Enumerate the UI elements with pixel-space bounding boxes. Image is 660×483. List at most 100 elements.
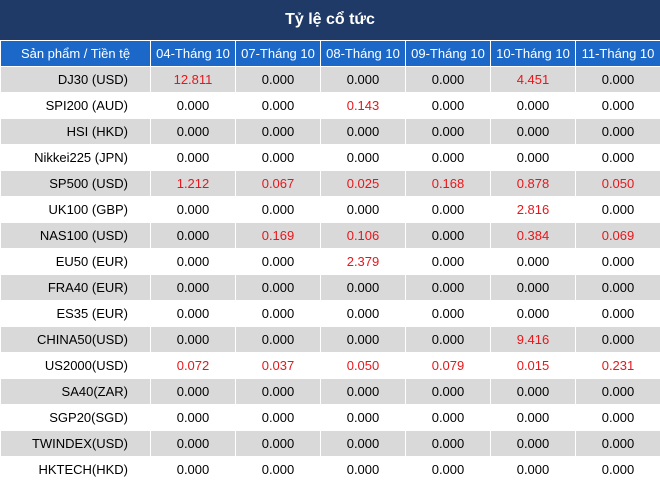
dividend-value-cell: 0.000 bbox=[235, 92, 321, 119]
dividend-value-cell: 0.000 bbox=[150, 222, 236, 249]
dividend-value-cell: 0.072 bbox=[150, 352, 236, 379]
dividend-value-cell: 0.037 bbox=[235, 352, 321, 379]
dividend-value-cell: 0.000 bbox=[320, 430, 406, 457]
dividend-value-cell: 0.069 bbox=[575, 222, 660, 249]
product-cell: SP500 (USD) bbox=[0, 170, 151, 197]
product-cell: FRA40 (EUR) bbox=[0, 274, 151, 301]
table-body: DJ30 (USD) 12.811 0.000 0.000 0.000 4.451 0.00… bbox=[0, 66, 660, 483]
dividend-value-cell: 0.000 bbox=[320, 300, 406, 327]
dividend-value-cell: 0.000 bbox=[575, 404, 660, 431]
dividend-value-cell: 0.000 bbox=[490, 430, 576, 457]
dividend-value-cell: 0.000 bbox=[235, 248, 321, 275]
table-row: FRA40 (EUR) 0.000 0.000 0.000 0.000 0.000 0.00… bbox=[0, 274, 660, 301]
dividend-value-cell: 0.000 bbox=[405, 404, 491, 431]
table-row: ES35 (EUR) 0.000 0.000 0.000 0.000 0.000 0.000 bbox=[0, 300, 660, 327]
dividend-value-cell: 0.000 bbox=[235, 326, 321, 353]
dividend-value-cell: 0.000 bbox=[320, 326, 406, 353]
dividend-value-cell: 0.878 bbox=[490, 170, 576, 197]
dividend-value-cell: 0.025 bbox=[320, 170, 406, 197]
dividend-value-cell: 0.000 bbox=[575, 248, 660, 275]
product-cell: DJ30 (USD) bbox=[0, 66, 151, 93]
dividend-value-cell: 0.000 bbox=[490, 92, 576, 119]
product-cell: HKTECH(HKD) bbox=[0, 456, 151, 483]
product-cell: TWINDEX(USD) bbox=[0, 430, 151, 457]
dividend-value-cell: 0.000 bbox=[575, 274, 660, 301]
dividend-value-cell: 0.169 bbox=[235, 222, 321, 249]
dividend-value-cell: 0.000 bbox=[235, 378, 321, 405]
dividend-value-cell: 0.000 bbox=[150, 430, 236, 457]
column-header-date: 08-Tháng 10 bbox=[320, 40, 406, 67]
dividend-value-cell: 0.000 bbox=[235, 66, 321, 93]
dividend-value-cell: 0.000 bbox=[150, 378, 236, 405]
dividend-value-cell: 0.000 bbox=[490, 118, 576, 145]
dividend-value-cell: 0.000 bbox=[490, 378, 576, 405]
dividend-value-cell: 0.000 bbox=[320, 66, 406, 93]
dividend-value-cell: 0.000 bbox=[405, 456, 491, 483]
table-row: SP500 (USD) 1.212 0.067 0.025 0.168 0.878 0.05… bbox=[0, 170, 660, 197]
table-row: HSI (HKD) 0.000 0.000 0.000 0.000 0.000 0.000 bbox=[0, 118, 660, 145]
dividend-value-cell: 0.000 bbox=[405, 66, 491, 93]
dividend-value-cell: 0.106 bbox=[320, 222, 406, 249]
product-cell: US2000(USD) bbox=[0, 352, 151, 379]
dividend-value-cell: 0.000 bbox=[405, 92, 491, 119]
table-row: US2000(USD) 0.072 0.037 0.050 0.079 0.015 0.23… bbox=[0, 352, 660, 379]
dividend-value-cell: 0.000 bbox=[490, 404, 576, 431]
dividend-value-cell: 0.000 bbox=[575, 326, 660, 353]
dividend-value-cell: 0.000 bbox=[490, 300, 576, 327]
dividend-value-cell: 0.000 bbox=[405, 274, 491, 301]
table-row: TWINDEX(USD) 0.000 0.000 0.000 0.000 0.000 0.0… bbox=[0, 430, 660, 457]
header-row: Sản phẩm / Tiền tệ 04-Tháng 10 07-Tháng … bbox=[0, 40, 660, 67]
product-cell: SGP20(SGD) bbox=[0, 404, 151, 431]
dividend-value-cell: 0.000 bbox=[405, 326, 491, 353]
dividend-value-cell: 0.000 bbox=[150, 92, 236, 119]
column-header-date: 11-Tháng 10 bbox=[575, 40, 660, 67]
dividend-value-cell: 0.000 bbox=[235, 430, 321, 457]
dividend-value-cell: 0.000 bbox=[150, 404, 236, 431]
dividend-value-cell: 0.000 bbox=[320, 144, 406, 171]
dividend-value-cell: 12.811 bbox=[150, 66, 236, 93]
column-header-date: 10-Tháng 10 bbox=[490, 40, 576, 67]
dividend-value-cell: 0.000 bbox=[320, 118, 406, 145]
dividend-value-cell: 0.000 bbox=[575, 300, 660, 327]
table-row: SPI200 (AUD) 0.000 0.000 0.143 0.000 0.000 0.0… bbox=[0, 92, 660, 119]
product-cell: Nikkei225 (JPN) bbox=[0, 144, 151, 171]
dividend-value-cell: 0.000 bbox=[150, 274, 236, 301]
dividend-value-cell: 0.000 bbox=[235, 404, 321, 431]
dividend-value-cell: 0.000 bbox=[150, 196, 236, 223]
dividend-value-cell: 0.000 bbox=[320, 378, 406, 405]
dividend-value-cell: 0.000 bbox=[405, 118, 491, 145]
dividend-value-cell: 0.231 bbox=[575, 352, 660, 379]
dividend-value-cell: 0.384 bbox=[490, 222, 576, 249]
table-row: SA40(ZAR) 0.000 0.000 0.000 0.000 0.000 0.000 bbox=[0, 378, 660, 405]
dividend-value-cell: 0.168 bbox=[405, 170, 491, 197]
dividend-value-cell: 0.000 bbox=[575, 144, 660, 171]
dividend-value-cell: 0.000 bbox=[150, 248, 236, 275]
dividend-value-cell: 0.000 bbox=[575, 118, 660, 145]
dividend-value-cell: 0.000 bbox=[575, 430, 660, 457]
product-cell: ES35 (EUR) bbox=[0, 300, 151, 327]
dividend-value-cell: 1.212 bbox=[150, 170, 236, 197]
product-cell: EU50 (EUR) bbox=[0, 248, 151, 275]
dividend-table: Sản phẩm / Tiền tệ 04-Tháng 10 07-Tháng … bbox=[0, 40, 660, 483]
dividend-value-cell: 0.000 bbox=[320, 196, 406, 223]
dividend-value-cell: 0.000 bbox=[575, 378, 660, 405]
dividend-value-cell: 0.079 bbox=[405, 352, 491, 379]
dividend-value-cell: 0.050 bbox=[575, 170, 660, 197]
column-header-date: 07-Tháng 10 bbox=[235, 40, 321, 67]
dividend-value-cell: 4.451 bbox=[490, 66, 576, 93]
dividend-value-cell: 0.000 bbox=[490, 144, 576, 171]
dividend-value-cell: 0.050 bbox=[320, 352, 406, 379]
dividend-value-cell: 0.000 bbox=[235, 196, 321, 223]
table-row: Nikkei225 (JPN) 0.000 0.000 0.000 0.000 0.000… bbox=[0, 144, 660, 171]
table-row: DJ30 (USD) 12.811 0.000 0.000 0.000 4.451 0.00… bbox=[0, 66, 660, 93]
column-header-date: 09-Tháng 10 bbox=[405, 40, 491, 67]
dividend-value-cell: 0.000 bbox=[150, 456, 236, 483]
table-row: CHINA50(USD) 0.000 0.000 0.000 0.000 9.416 0.0… bbox=[0, 326, 660, 353]
table-row: NAS100 (USD) 0.000 0.169 0.106 0.000 0.384 0.0… bbox=[0, 222, 660, 249]
dividend-value-cell: 0.000 bbox=[490, 456, 576, 483]
product-cell: NAS100 (USD) bbox=[0, 222, 151, 249]
dividend-value-cell: 0.000 bbox=[405, 430, 491, 457]
dividend-value-cell: 0.000 bbox=[405, 196, 491, 223]
product-cell: SA40(ZAR) bbox=[0, 378, 151, 405]
dividend-value-cell: 0.000 bbox=[235, 456, 321, 483]
